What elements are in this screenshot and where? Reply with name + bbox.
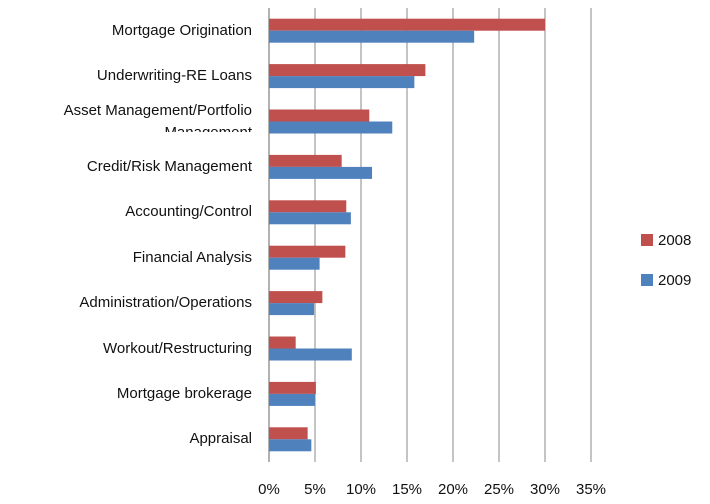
bar <box>269 121 393 134</box>
bar <box>269 76 415 89</box>
x-tick-label: 35% <box>576 481 606 498</box>
bar <box>269 64 426 77</box>
y-tick-label: Accounting/Control <box>125 203 252 221</box>
bar <box>269 348 352 361</box>
bar <box>269 154 342 167</box>
legend-label: 2008 <box>658 232 691 249</box>
y-tick-label: Administration/Operations <box>79 294 252 312</box>
y-tick-label: Credit/Risk Management <box>86 157 252 175</box>
bar <box>269 303 315 316</box>
bar <box>269 257 320 270</box>
bar <box>269 30 475 43</box>
bar <box>269 212 351 225</box>
bar <box>269 109 370 122</box>
bar <box>269 439 312 452</box>
y-tick-label: Financial Analysis <box>132 248 252 266</box>
y-tick-label: Mortgage Origination <box>111 21 252 39</box>
x-tick-label: 20% <box>438 481 468 498</box>
x-tick-label: 25% <box>484 481 514 498</box>
y-tick-label: Asset Management/Portfolio Management <box>63 101 252 132</box>
x-tick-label: 30% <box>530 481 560 498</box>
legend-label: 2009 <box>658 272 691 289</box>
y-tick-label: Appraisal <box>189 430 252 448</box>
y-tick-label: Mortgage brokerage <box>116 384 252 402</box>
bar <box>269 166 373 179</box>
bar <box>269 381 316 394</box>
x-tick-label: 10% <box>346 481 376 498</box>
x-tick-label: 15% <box>392 481 422 498</box>
bar <box>269 200 347 213</box>
bar <box>269 245 346 258</box>
bar <box>269 291 323 304</box>
bar <box>269 336 296 349</box>
x-tick-label: 0% <box>258 481 280 498</box>
legend-swatch <box>641 274 653 286</box>
legend-swatch <box>641 234 653 246</box>
y-tick-label: Workout/Restructuring <box>103 339 252 357</box>
bar <box>269 18 545 31</box>
bar <box>269 393 315 406</box>
bar <box>269 427 308 440</box>
y-tick-label: Underwriting-RE Loans <box>96 67 252 85</box>
x-tick-label: 5% <box>304 481 326 498</box>
